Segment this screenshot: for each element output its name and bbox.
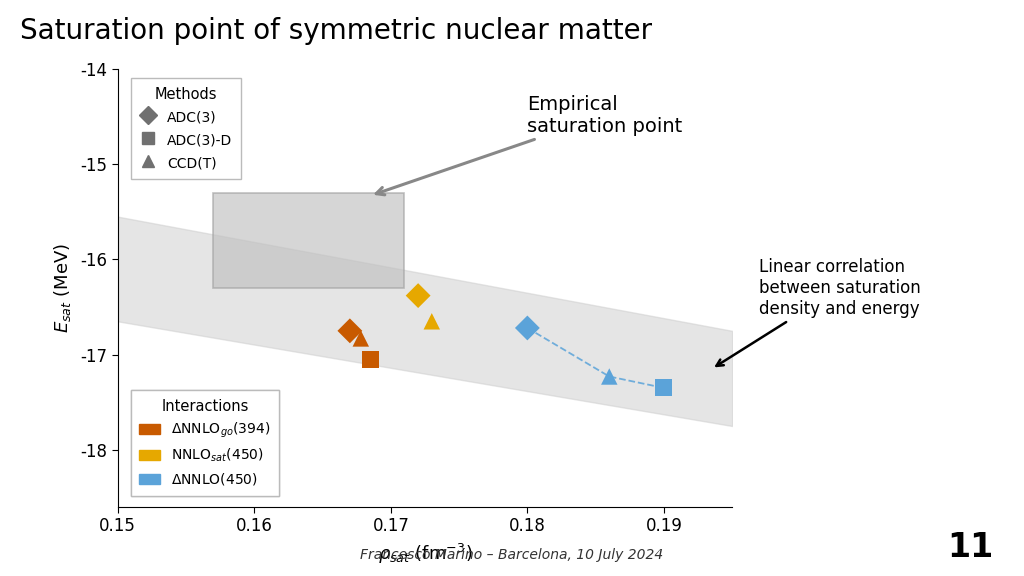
Point: [362, 355, 379, 364]
Text: Empirical
saturation point: Empirical saturation point: [376, 94, 683, 195]
Point: [342, 326, 358, 335]
Point: [410, 291, 426, 300]
Point: [601, 372, 617, 381]
Point: [352, 334, 369, 343]
Legend: $\Delta$NNLO$_{go}$(394), NNLO$_{sat}$(450), $\Delta$NNLO(450): $\Delta$NNLO$_{go}$(394), NNLO$_{sat}$(4…: [131, 391, 280, 495]
Text: Linear correlation
between saturation
density and energy: Linear correlation between saturation de…: [717, 258, 922, 366]
Text: Francesco Marino – Barcelona, 10 July 2024: Francesco Marino – Barcelona, 10 July 20…: [360, 548, 664, 562]
Point: [655, 383, 672, 392]
Y-axis label: $E_{sat}$ (MeV): $E_{sat}$ (MeV): [52, 243, 74, 333]
Point: [519, 323, 536, 332]
X-axis label: $\rho_{sat}$ (fm$^{-3}$): $\rho_{sat}$ (fm$^{-3}$): [378, 542, 472, 566]
Text: 11: 11: [947, 532, 993, 564]
Text: Saturation point of symmetric nuclear matter: Saturation point of symmetric nuclear ma…: [20, 17, 652, 46]
Bar: [213, 193, 404, 288]
Point: [424, 317, 440, 326]
